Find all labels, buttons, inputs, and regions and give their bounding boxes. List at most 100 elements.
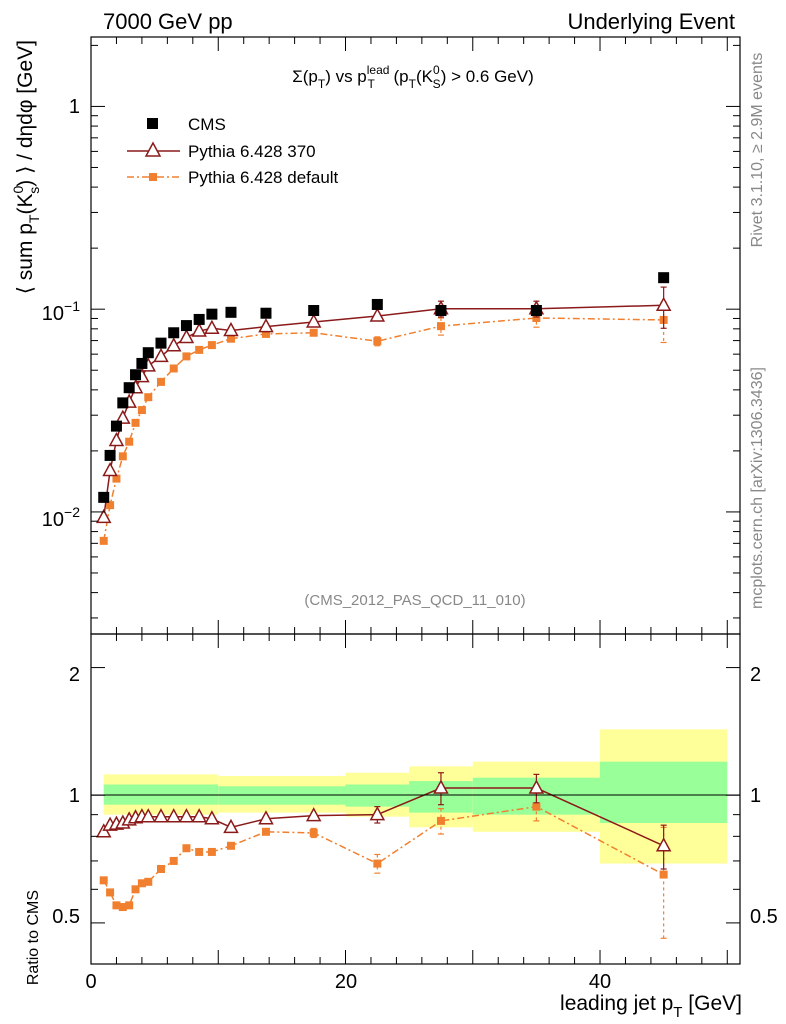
ratio-pythia-default-point-7: [144, 877, 153, 886]
main-cms-point-19: [658, 272, 670, 284]
ratio-pythia-default-point-5: [131, 885, 140, 894]
rivet-label: Rivet 3.1.10, ≥ 2.9M events: [749, 53, 766, 248]
ratio-bands: [103, 729, 728, 864]
ratio-pythia-default-point-6: [137, 879, 146, 888]
ratio-pythia-370-point-18: [528, 779, 545, 794]
main-pythia-default-point-14: [261, 329, 270, 338]
ratio-pythia-default-point-17: [436, 816, 445, 825]
ratio-pythia-default-point-14: [261, 827, 270, 836]
ratio-pythia-default-point-1: [106, 888, 115, 897]
ratio-pythia-default-point-2: [112, 901, 121, 910]
main-pythia-default-point-10: [182, 352, 191, 361]
main-series: [95, 272, 672, 545]
main-pythia-370-point-14: [258, 318, 274, 333]
ratio-pythia-370-point-11: [191, 808, 207, 823]
main-y-tick-label-0.01: 10−2: [42, 504, 80, 531]
main-pythia-370-point-12: [204, 319, 220, 335]
header-right: Underlying Event: [567, 9, 735, 34]
ratio-pythia-default-point-10: [182, 844, 191, 853]
main-pythia-370-point-15: [305, 313, 322, 328]
main-pythia-default-point-9: [169, 364, 178, 373]
legend-marker-pythia-370: [144, 141, 162, 157]
ratio-pythia-370-point-15: [305, 807, 322, 822]
ratio-y-axis-label: Ratio to CMS: [25, 890, 42, 985]
ratio-series: [95, 772, 672, 939]
main-cms-point-9: [168, 327, 180, 339]
main-pythia-default-point-12: [207, 341, 216, 350]
ratio-plot-frame: [90, 633, 741, 965]
main-pythia-default-point-13: [226, 334, 235, 343]
axis-ticks: [90, 37, 740, 965]
main-cms-point-18: [530, 305, 542, 317]
ratio-pythia-370-point-12: [204, 810, 220, 825]
legend-label-pythia-370: Pythia 6.428 370: [188, 142, 316, 161]
ratio-pythia-370-point-9: [165, 808, 182, 823]
ratio-pythia-default-point-16: [373, 859, 382, 868]
main-pythia-370-point-10: [178, 328, 195, 344]
main-cms-point-8: [155, 337, 167, 349]
legend-marker-cms: [147, 118, 158, 129]
ratio-pythia-370-point-16: [369, 806, 386, 821]
main-cms-point-12: [206, 308, 218, 320]
ratio-pythia-default-point-8: [156, 864, 165, 873]
main-cms-point-4: [123, 382, 135, 394]
ratio-pythia-default-point-9: [169, 856, 178, 865]
main-pythia-default-point-7: [144, 393, 153, 402]
main-cms-point-6: [136, 357, 148, 369]
ratio-pythia-default-point-19: [659, 870, 668, 879]
main-pythia-370-point-1: [102, 461, 118, 477]
main-pythia-default-point-16: [373, 337, 382, 346]
x-tick-label-0: 0: [85, 971, 96, 993]
header-left: 7000 GeV pp: [103, 9, 233, 34]
ratio-pythia-default-point-12: [207, 847, 216, 856]
legend-label-cms: CMS: [188, 115, 226, 134]
ratio-pythia-370-point-17: [433, 779, 449, 794]
main-cms-point-7: [142, 347, 154, 359]
main-pythia-370-point-2: [108, 431, 125, 447]
ratio-pythia-370-point-8: [153, 808, 169, 823]
ratio-pythia-default-point-18: [532, 802, 541, 811]
main-pythia-default-point-0: [99, 536, 108, 545]
ratio-pythia-370-point-14: [258, 810, 274, 825]
legend: CMS Pythia 6.428 370 Pythia 6.428 defaul…: [127, 115, 339, 187]
main-pythia-370-point-0: [95, 508, 112, 524]
ratio-band-green-2: [345, 784, 410, 807]
ratio-pythia-370-point-10: [178, 808, 195, 823]
main-pythia-370-point-9: [165, 337, 182, 352]
mcplots-label: mcplots.cern.ch [arXiv:1306.3436]: [749, 367, 766, 609]
main-cms-point-16: [371, 298, 383, 310]
main-y-tick-label-0.1: 10−1: [42, 298, 80, 325]
main-pythia-370-point-8: [153, 347, 169, 363]
ratio-pythia-370-point-19: [655, 837, 672, 852]
ratio-pythia-default-point-4: [125, 901, 134, 910]
main-cms-point-1: [104, 449, 116, 461]
main-pythia-default-point-5: [131, 418, 140, 427]
legend-label-pythia-default: Pythia 6.428 default: [188, 168, 339, 187]
main-pythia-default-point-17: [436, 322, 445, 331]
ratio-y-tick-label-0.5: 0.5: [52, 906, 80, 928]
ratio-y-tick-label-right-2: 2: [750, 664, 761, 686]
main-cms-point-3: [117, 397, 129, 409]
main-pythia-default-line: [102, 317, 664, 541]
ratio-pythia-default-point-3: [118, 903, 127, 912]
ratio-y-tick-label-1: 1: [69, 785, 80, 807]
x-tick-label-40: 40: [589, 971, 611, 993]
x-axis-label: leading jet pT [GeV]: [560, 992, 742, 1021]
ratio-y-tick-label-2: 2: [69, 664, 80, 686]
ratio-band-green-5: [600, 761, 728, 824]
main-pythia-default-point-4: [125, 437, 134, 446]
main-cms-point-13: [225, 306, 237, 318]
main-pythia-370-point-11: [191, 322, 207, 337]
main-y-axis-label: ⟨ sum pT(K0s) ⟩ / dηdφ [GeV]: [10, 40, 42, 294]
x-tick-label-20: 20: [335, 971, 357, 993]
analysis-watermark: (CMS_2012_PAS_QCD_11_010): [304, 592, 525, 609]
main-pythia-default-point-15: [309, 328, 318, 337]
main-pythia-default-point-1: [106, 501, 115, 510]
main-pythia-default-point-11: [195, 345, 204, 354]
main-cms-point-17: [435, 305, 447, 317]
ratio-y-tick-label-right-0.5: 0.5: [750, 906, 778, 928]
main-pythia-370-point-16: [369, 307, 386, 322]
ratio-pythia-370-point-7: [140, 808, 157, 823]
main-y-tick-label-1: 1: [69, 96, 80, 118]
